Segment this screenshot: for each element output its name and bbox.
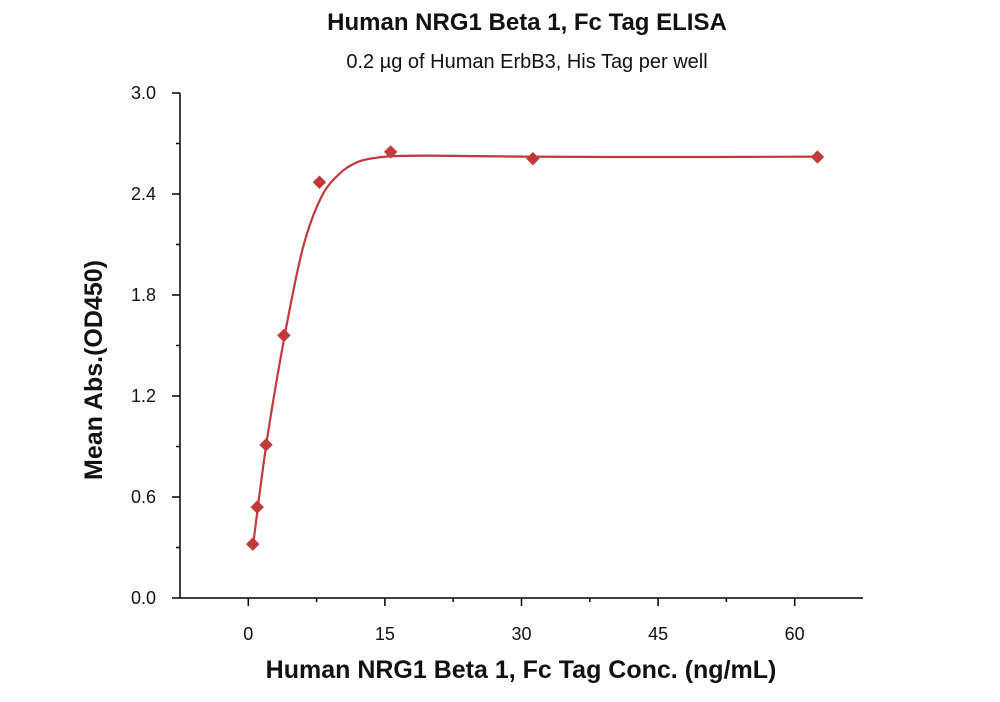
- data-point: [312, 175, 327, 189]
- y-tick-label: 2.4: [131, 184, 156, 204]
- x-axis-label: Human NRG1 Beta 1, Fc Tag Conc. (ng/mL): [266, 656, 777, 684]
- data-point: [383, 145, 398, 159]
- y-tick-label: 1.8: [131, 285, 156, 305]
- x-tick-label: 45: [648, 624, 668, 644]
- y-tick-label: 0.0: [131, 588, 156, 608]
- fit-curve-group: [251, 154, 818, 548]
- x-tick-label: 15: [375, 624, 395, 644]
- data-point: [277, 328, 291, 343]
- x-tick-label: 0: [243, 624, 253, 644]
- x-tick-label: 30: [511, 624, 531, 644]
- y-tick-label: 1.2: [131, 386, 156, 406]
- data-point: [250, 500, 264, 514]
- y-axis-label: Mean Abs.(OD450): [80, 260, 108, 480]
- data-point: [246, 537, 260, 551]
- chart-subtitle: 0.2 µg of Human ErbB3, His Tag per well: [346, 51, 707, 73]
- fit-curve: [251, 154, 818, 548]
- data-points: [246, 145, 825, 551]
- data-point: [810, 150, 825, 164]
- data-point: [259, 438, 273, 452]
- x-tick-label: 60: [785, 624, 805, 644]
- y-tick-label: 0.6: [131, 487, 156, 507]
- ticks: 0.0 0.6 1.2 1.8 2.4 3.0 0 15 30 45 60: [131, 83, 805, 644]
- y-tick-label: 3.0: [131, 83, 156, 103]
- data-point: [526, 151, 540, 166]
- chart-title: Human NRG1 Beta 1, Fc Tag ELISA: [327, 9, 727, 36]
